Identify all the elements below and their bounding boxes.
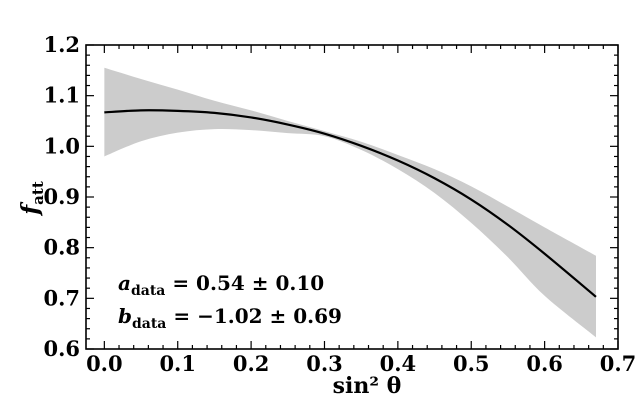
x-tick-label: 0.6 (526, 351, 563, 376)
annotation-b-sub: data (132, 316, 166, 332)
y-axis-label-sub: att (29, 181, 47, 205)
y-tick-label: 1.0 (43, 133, 80, 158)
x-tick-label: 0.5 (453, 351, 490, 376)
curve-layer (104, 109, 597, 298)
tick-layer (86, 44, 619, 350)
error-band-layer (104, 67, 596, 338)
y-tick-label: 0.7 (43, 285, 80, 310)
y-tick-label: 0.9 (43, 184, 80, 209)
annotation-b-value: = −1.02 ± 0.69 (166, 304, 342, 328)
x-tick-label: 0.2 (233, 351, 270, 376)
annotation-b-var: b (118, 304, 132, 328)
y-axis-label: fatt (17, 181, 47, 217)
y-tick-label: 0.8 (43, 235, 80, 260)
annotation-a-data: adata = 0.54 ± 0.10 (118, 271, 324, 299)
x-tick-label: 0.0 (86, 351, 123, 376)
x-tick-label: 0.3 (306, 351, 343, 376)
x-tick-label: 0.1 (159, 351, 196, 376)
y-tick-label: 0.6 (43, 336, 80, 361)
y-tick-labels: 0.6 0.7 0.8 0.9 1.0 1.1 1.2 (43, 32, 80, 361)
annotation-a-var: a (118, 271, 131, 295)
error-band (104, 67, 596, 338)
x-tick-label: 0.4 (380, 351, 417, 376)
annotation-a-sub: data (131, 283, 165, 299)
x-tick-labels: 0.0 0.1 0.2 0.3 0.4 0.5 0.6 0.7 (86, 351, 636, 376)
annotation-b-data: bdata = −1.02 ± 0.69 (118, 304, 342, 332)
y-tick-label: 1.1 (43, 83, 80, 108)
annotation-a-value: = 0.54 ± 0.10 (165, 271, 324, 295)
y-tick-label: 1.2 (43, 32, 80, 57)
fit-curve (104, 109, 597, 298)
x-axis-label: sin² θ (333, 373, 402, 399)
x-tick-label: 0.7 (600, 351, 637, 376)
